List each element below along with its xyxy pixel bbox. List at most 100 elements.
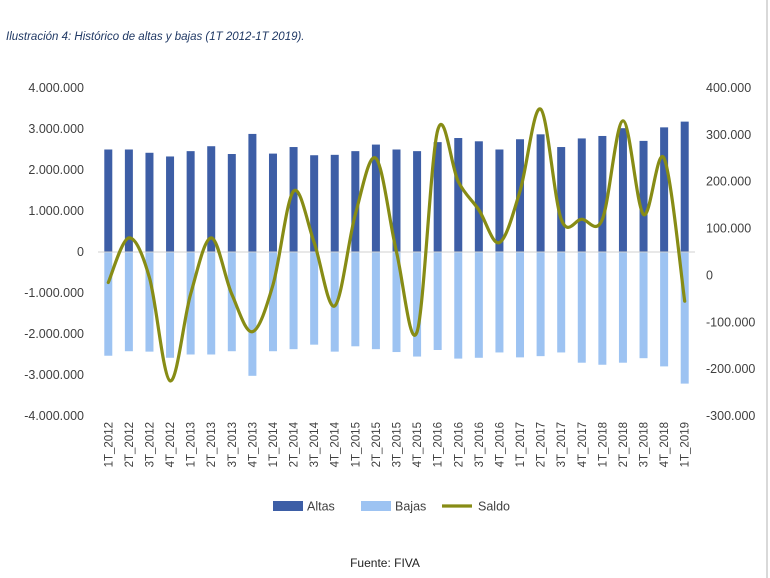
y-right-tick-label: 200.000 xyxy=(706,175,751,189)
bar-bajas xyxy=(557,252,566,353)
x-tick-label: 2T_2016 xyxy=(453,422,465,467)
x-tick-label: 1T_2017 xyxy=(515,422,527,467)
bar-altas xyxy=(557,147,566,252)
x-tick-label: 2T_2014 xyxy=(289,421,301,467)
y-left-tick-label: 2.000.000 xyxy=(28,163,84,177)
bar-altas xyxy=(248,133,257,252)
bar-altas xyxy=(186,151,195,252)
y-axis-right: 400.000 300.000 200.000 100.000 0 -100.000 -20… xyxy=(706,81,755,423)
x-tick-label: 3T_2018 xyxy=(639,422,651,467)
bar-bajas xyxy=(330,252,339,352)
bar-bajas xyxy=(145,252,154,352)
y-right-tick-label: 100.000 xyxy=(706,222,751,236)
bar-bajas xyxy=(207,252,216,355)
source-note: Fuente: FIVA xyxy=(350,556,420,570)
legend: Altas Bajas Saldo xyxy=(273,500,510,514)
bar-bajas xyxy=(351,252,360,347)
series-altas xyxy=(104,121,689,253)
y-left-tick-label: 1.000.000 xyxy=(28,204,84,218)
bar-bajas xyxy=(392,252,401,353)
legend-swatch xyxy=(273,501,303,511)
x-tick-label: 2T_2015 xyxy=(371,422,383,467)
bar-bajas xyxy=(433,252,442,350)
bar-bajas xyxy=(660,252,669,367)
bar-bajas xyxy=(371,252,380,350)
bar-bajas xyxy=(227,252,236,352)
frame-border xyxy=(766,0,768,578)
x-tick-label: 4T_2014 xyxy=(330,421,342,467)
bar-bajas xyxy=(618,252,627,363)
bar-altas xyxy=(618,128,627,252)
x-tick-label: 4T_2013 xyxy=(247,422,259,467)
bar-altas xyxy=(454,138,463,252)
bar-altas xyxy=(577,138,586,252)
bar-altas xyxy=(598,135,607,252)
bar-bajas xyxy=(516,252,525,358)
y-right-tick-label: 300.000 xyxy=(706,128,751,142)
bar-bajas xyxy=(536,252,545,357)
y-left-tick-label: -1.000.000 xyxy=(24,286,84,300)
bar-bajas xyxy=(413,252,422,357)
bar-altas xyxy=(227,154,236,252)
bar-altas xyxy=(166,156,175,252)
bar-bajas xyxy=(639,252,648,359)
bar-bajas xyxy=(104,252,113,356)
bar-altas xyxy=(433,142,442,252)
x-tick-label: 2T_2013 xyxy=(206,422,218,467)
bar-bajas xyxy=(166,252,175,358)
bar-altas xyxy=(536,134,545,252)
figure-caption: Ilustración 4: Histórico de altas y baja… xyxy=(6,31,305,43)
bar-altas xyxy=(207,146,216,252)
series-bajas xyxy=(104,252,689,384)
legend-swatch xyxy=(361,501,391,511)
x-tick-label: 1T_2019 xyxy=(680,422,692,467)
legend-label: Bajas xyxy=(395,500,426,514)
x-tick-label: 3T_2012 xyxy=(144,422,156,467)
bar-altas xyxy=(392,149,401,252)
bar-bajas xyxy=(454,252,463,359)
bar-bajas xyxy=(598,252,607,365)
bar-altas xyxy=(639,140,648,252)
bar-bajas xyxy=(577,252,586,363)
bar-bajas xyxy=(186,252,195,355)
x-tick-label: 1T_2014 xyxy=(268,421,280,467)
bar-altas xyxy=(268,153,277,252)
bar-bajas xyxy=(289,252,298,350)
y-axis-left: 4.000.000 3.000.000 2.000.000 1.000.000 0 -1.… xyxy=(24,81,84,423)
x-tick-label: 2T_2012 xyxy=(124,422,136,467)
x-tick-label: 3T_2016 xyxy=(474,422,486,467)
bar-altas xyxy=(124,149,133,252)
bar-bajas xyxy=(124,252,133,352)
bar-bajas xyxy=(268,252,277,352)
legend-label: Altas xyxy=(307,500,335,514)
y-left-tick-label: 4.000.000 xyxy=(28,81,84,95)
x-tick-label: 1T_2018 xyxy=(597,422,609,467)
x-tick-label: 2T_2018 xyxy=(618,422,630,467)
x-tick-label: 3T_2013 xyxy=(227,422,239,467)
bar-altas xyxy=(145,152,154,252)
x-tick-label: 1T_2013 xyxy=(186,422,198,467)
x-tick-label: 1T_2016 xyxy=(433,422,445,467)
y-left-tick-label: -3.000.000 xyxy=(24,368,84,382)
series-saldo xyxy=(106,107,687,383)
x-tick-label: 1T_2012 xyxy=(103,422,115,467)
x-tick-label: 4T_2012 xyxy=(165,422,177,467)
x-tick-label: 3T_2017 xyxy=(556,422,568,467)
bar-altas xyxy=(495,149,504,252)
x-tick-label: 2T_2017 xyxy=(536,422,548,467)
bar-bajas xyxy=(680,252,689,384)
x-tick-label: 4T_2018 xyxy=(659,422,671,467)
bar-bajas xyxy=(474,252,483,358)
y-right-tick-label: 400.000 xyxy=(706,81,751,95)
bar-altas xyxy=(330,154,339,252)
y-left-tick-label: -4.000.000 xyxy=(24,409,84,423)
x-tick-label: 4T_2015 xyxy=(412,422,424,467)
line-saldo xyxy=(106,107,687,383)
bar-altas xyxy=(660,127,669,252)
y-right-tick-label: -300.000 xyxy=(706,409,755,423)
y-left-tick-label: -2.000.000 xyxy=(24,327,84,341)
bar-altas xyxy=(680,121,689,253)
y-right-tick-label: -100.000 xyxy=(706,315,755,329)
bar-altas xyxy=(371,144,380,252)
